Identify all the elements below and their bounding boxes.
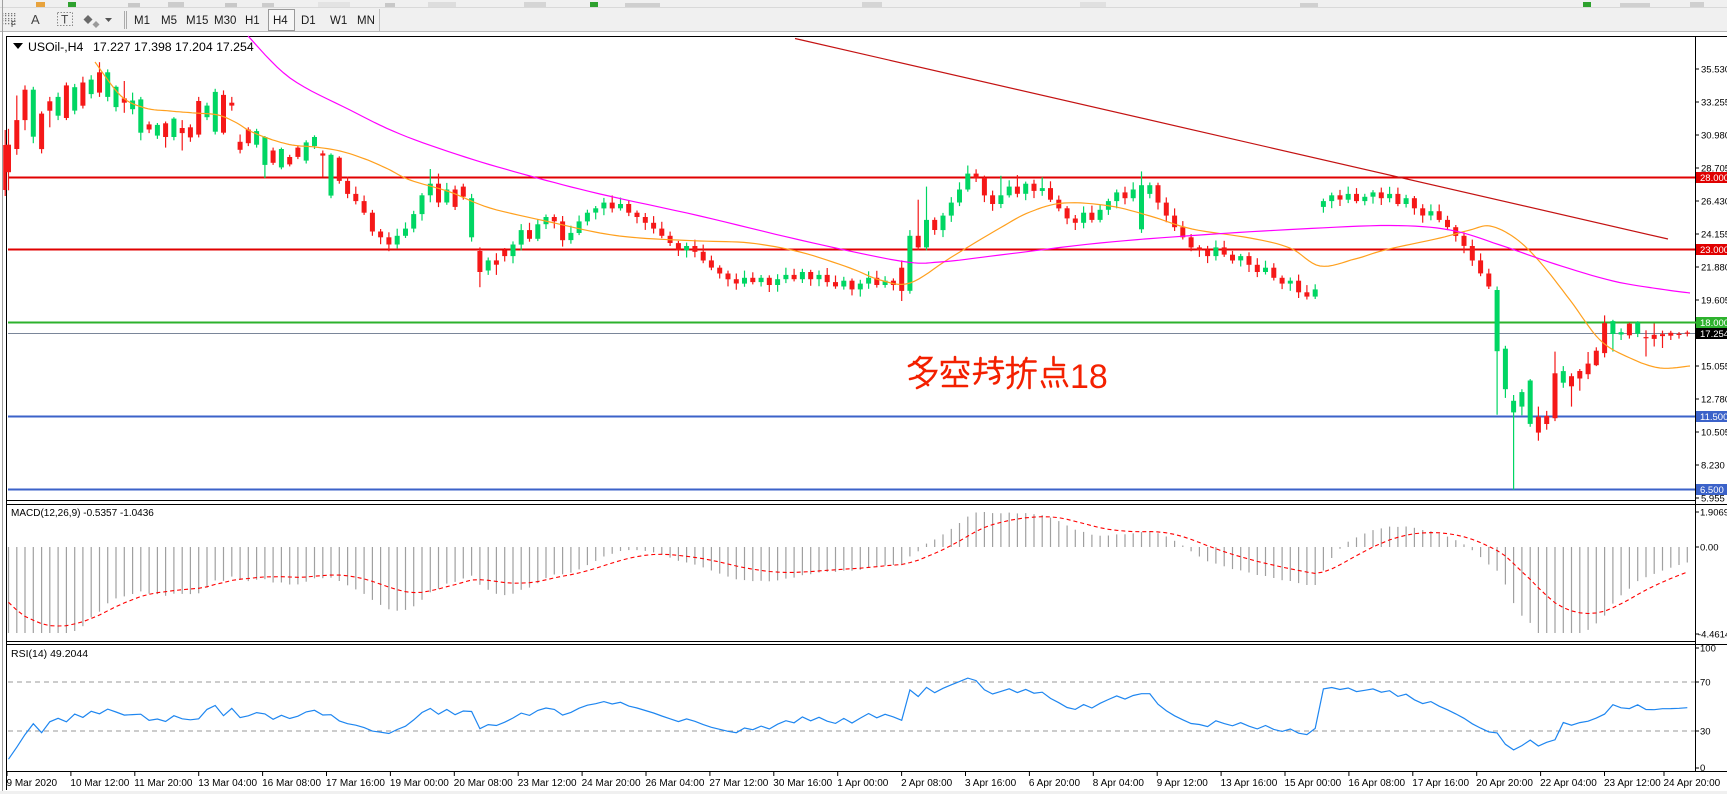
svg-text:11.500: 11.500 (1700, 412, 1727, 423)
svg-text:USOil-,H4: USOil-,H4 (28, 40, 84, 54)
svg-text:15 Apr 00:00: 15 Apr 00:00 (1285, 778, 1342, 789)
svg-text:MACD(12,26,9) -0.5357 -1.0436: MACD(12,26,9) -0.5357 -1.0436 (11, 508, 154, 519)
svg-text:T: T (61, 13, 69, 27)
svg-text:M5: M5 (161, 15, 177, 27)
svg-text:15.055: 15.055 (1701, 362, 1727, 373)
svg-text:D1: D1 (301, 15, 316, 27)
svg-text:16 Mar 08:00: 16 Mar 08:00 (262, 778, 321, 789)
svg-text:23.000: 23.000 (1700, 245, 1727, 256)
svg-text:26.430: 26.430 (1701, 197, 1727, 208)
svg-text:0: 0 (1700, 763, 1705, 774)
svg-text:11 Mar 20:00: 11 Mar 20:00 (134, 778, 193, 789)
svg-text:26 Mar 04:00: 26 Mar 04:00 (646, 778, 705, 789)
svg-text:30.980: 30.980 (1701, 131, 1727, 142)
svg-text:23 Apr 12:00: 23 Apr 12:00 (1604, 778, 1661, 789)
svg-text:100: 100 (1700, 644, 1716, 655)
svg-text:M15: M15 (186, 15, 208, 27)
svg-text:20 Mar 08:00: 20 Mar 08:00 (454, 778, 513, 789)
svg-text:10.505: 10.505 (1701, 428, 1727, 439)
svg-text:8.230: 8.230 (1701, 461, 1725, 472)
svg-text:17 Apr 16:00: 17 Apr 16:00 (1412, 778, 1469, 789)
svg-text:19 Mar 00:00: 19 Mar 00:00 (390, 778, 449, 789)
svg-text:18.000: 18.000 (1700, 318, 1727, 329)
svg-text:1 Apr 00:00: 1 Apr 00:00 (837, 778, 889, 789)
svg-text:30: 30 (1700, 727, 1711, 738)
svg-text:6 Apr 20:00: 6 Apr 20:00 (1029, 778, 1081, 789)
svg-text:22 Apr 04:00: 22 Apr 04:00 (1540, 778, 1597, 789)
svg-text:0.00: 0.00 (1700, 543, 1719, 554)
svg-text:35.530: 35.530 (1701, 65, 1727, 76)
svg-text:20 Apr 20:00: 20 Apr 20:00 (1476, 778, 1533, 789)
svg-text:17 Mar 16:00: 17 Mar 16:00 (326, 778, 385, 789)
svg-text:13 Apr 16:00: 13 Apr 16:00 (1221, 778, 1278, 789)
svg-text:33.255: 33.255 (1701, 98, 1727, 109)
svg-text:23 Mar 12:00: 23 Mar 12:00 (518, 778, 577, 789)
svg-text:H4: H4 (273, 15, 288, 27)
svg-text:MN: MN (357, 15, 375, 27)
svg-text:8 Apr 04:00: 8 Apr 04:00 (1093, 778, 1145, 789)
svg-text:30 Mar 16:00: 30 Mar 16:00 (773, 778, 832, 789)
svg-text:24 Apr 20:00: 24 Apr 20:00 (1664, 778, 1721, 789)
svg-text:18: 18 (1070, 358, 1108, 396)
svg-text:-4.4614: -4.4614 (1698, 630, 1727, 641)
svg-text:24.155: 24.155 (1701, 230, 1727, 241)
svg-text:RSI(14) 49.2044: RSI(14) 49.2044 (11, 648, 88, 660)
svg-text:10 Mar 12:00: 10 Mar 12:00 (70, 778, 129, 789)
svg-text:1.9069: 1.9069 (1700, 508, 1727, 519)
svg-text:9 Apr 12:00: 9 Apr 12:00 (1157, 778, 1209, 789)
svg-text:M30: M30 (214, 15, 236, 27)
svg-text:28.000: 28.000 (1700, 173, 1727, 184)
svg-text:W1: W1 (330, 15, 347, 27)
svg-text:21.880: 21.880 (1701, 263, 1727, 274)
svg-text:M1: M1 (134, 15, 150, 27)
svg-text:16 Apr 08:00: 16 Apr 08:00 (1348, 778, 1405, 789)
svg-text:5.955: 5.955 (1701, 494, 1725, 505)
svg-text:70: 70 (1700, 678, 1711, 689)
svg-text:17.254: 17.254 (1700, 329, 1727, 340)
svg-text:19.605: 19.605 (1701, 296, 1727, 307)
svg-text:6.500: 6.500 (1700, 485, 1724, 496)
svg-text:17.227 17.398 17.204 17.254: 17.227 17.398 17.204 17.254 (93, 40, 254, 54)
svg-text:9 Mar 2020: 9 Mar 2020 (7, 778, 58, 789)
svg-text:24 Mar 20:00: 24 Mar 20:00 (582, 778, 641, 789)
svg-text:13 Mar 04:00: 13 Mar 04:00 (198, 778, 257, 789)
svg-text:2 Apr 08:00: 2 Apr 08:00 (901, 778, 953, 789)
svg-text:F: F (11, 20, 16, 29)
svg-text:12.780: 12.780 (1701, 395, 1727, 406)
svg-text:3 Apr 16:00: 3 Apr 16:00 (965, 778, 1017, 789)
svg-text:A: A (31, 12, 40, 27)
svg-text:28.705: 28.705 (1701, 164, 1727, 175)
svg-text:H1: H1 (245, 15, 260, 27)
svg-text:27 Mar 12:00: 27 Mar 12:00 (709, 778, 768, 789)
